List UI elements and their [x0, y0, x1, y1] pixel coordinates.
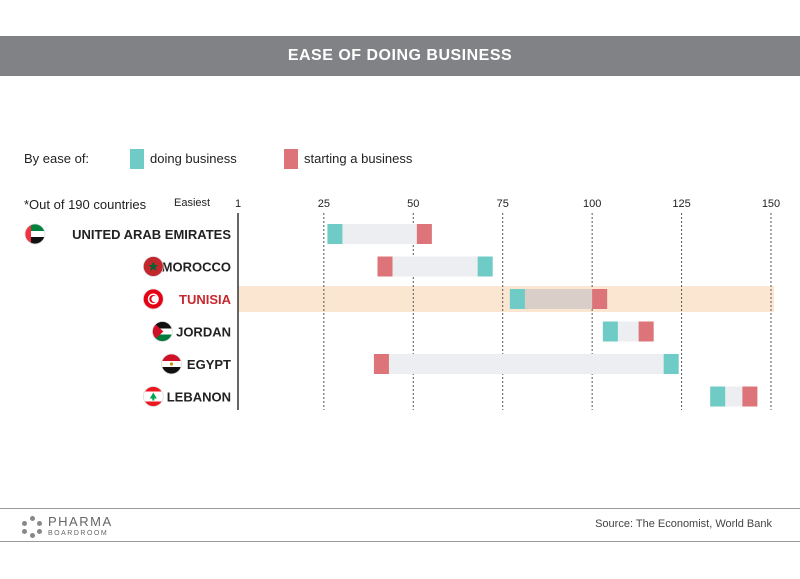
- doing-business-marker-egypt: [663, 354, 679, 374]
- legend-swatch-doing-business: [130, 149, 144, 169]
- tick-label-100: 100: [583, 198, 601, 210]
- legend-prefix: By ease of:: [24, 151, 90, 166]
- countries-note: *Out of 190 countries: [24, 197, 147, 212]
- logo-sub-text: BOARDROOM: [48, 530, 109, 537]
- starting-business-marker-morocco: [377, 256, 393, 277]
- logo-dots-icon: [22, 516, 42, 538]
- doing-business-marker-jordan: [602, 321, 618, 342]
- country-label-morocco: MOROCCO: [162, 260, 231, 275]
- tick-label-125: 125: [672, 198, 690, 210]
- doing-business-marker-morocco: [477, 256, 493, 277]
- footer-divider-top: [0, 508, 800, 509]
- chart-title: EASE OF DOING BUSINESS: [287, 47, 513, 64]
- legend-label-starting-business: starting a business: [304, 151, 413, 166]
- egypt-flag-icon: [161, 353, 182, 375]
- country-label-united-arab-emirates: UNITED ARAB EMIRATES: [72, 227, 231, 242]
- easiest-label: Easiest: [174, 197, 211, 209]
- legend-swatch-starting-business: [284, 149, 298, 169]
- range-bar-morocco: [377, 256, 493, 277]
- tick-label-50: 50: [407, 198, 419, 210]
- doing-business-marker-tunisia: [509, 289, 525, 309]
- starting-business-marker-united-arab-emirates: [416, 224, 432, 244]
- doing-business-marker-united-arab-emirates: [327, 224, 343, 244]
- source-text: Source: The Economist, World Bank: [595, 518, 772, 530]
- country-label-tunisia: TUNISIA: [179, 292, 232, 307]
- range-bar-united-arab-emirates: [327, 224, 432, 244]
- range-bar-egypt: [373, 354, 679, 374]
- uae-flag-icon: [24, 223, 46, 245]
- highlight-band-tunisia: [238, 286, 774, 312]
- country-label-jordan: JORDAN: [176, 325, 231, 340]
- tick-label-25: 25: [318, 198, 330, 210]
- starting-business-marker-jordan: [638, 321, 654, 342]
- country-label-lebanon: LEBANON: [167, 390, 231, 405]
- legend-label-doing-business: doing business: [150, 151, 237, 166]
- doing-business-marker-lebanon: [710, 386, 726, 407]
- footer-divider-bottom: [0, 541, 800, 542]
- tick-label-150: 150: [762, 198, 780, 210]
- range-bar-highlight-tunisia: [509, 289, 608, 309]
- country-label-egypt: EGYPT: [187, 357, 231, 372]
- tunisia-flag-icon: [142, 288, 164, 310]
- chart-title-bar: EASE OF DOING BUSINESS: [0, 36, 800, 76]
- morocco-flag-icon: [142, 256, 164, 277]
- jordan-flag-icon: [151, 321, 173, 342]
- lebanon-flag-icon: [142, 386, 164, 407]
- starting-business-marker-egypt: [373, 354, 389, 374]
- tick-label-75: 75: [497, 198, 509, 210]
- starting-business-marker-lebanon: [742, 386, 758, 407]
- starting-business-marker-tunisia: [592, 289, 608, 309]
- tick-label-1: 1: [235, 198, 241, 210]
- pharma-boardroom-logo: PHARMA BOARDROOM: [22, 514, 113, 538]
- logo-main-text: PHARMA: [48, 514, 113, 529]
